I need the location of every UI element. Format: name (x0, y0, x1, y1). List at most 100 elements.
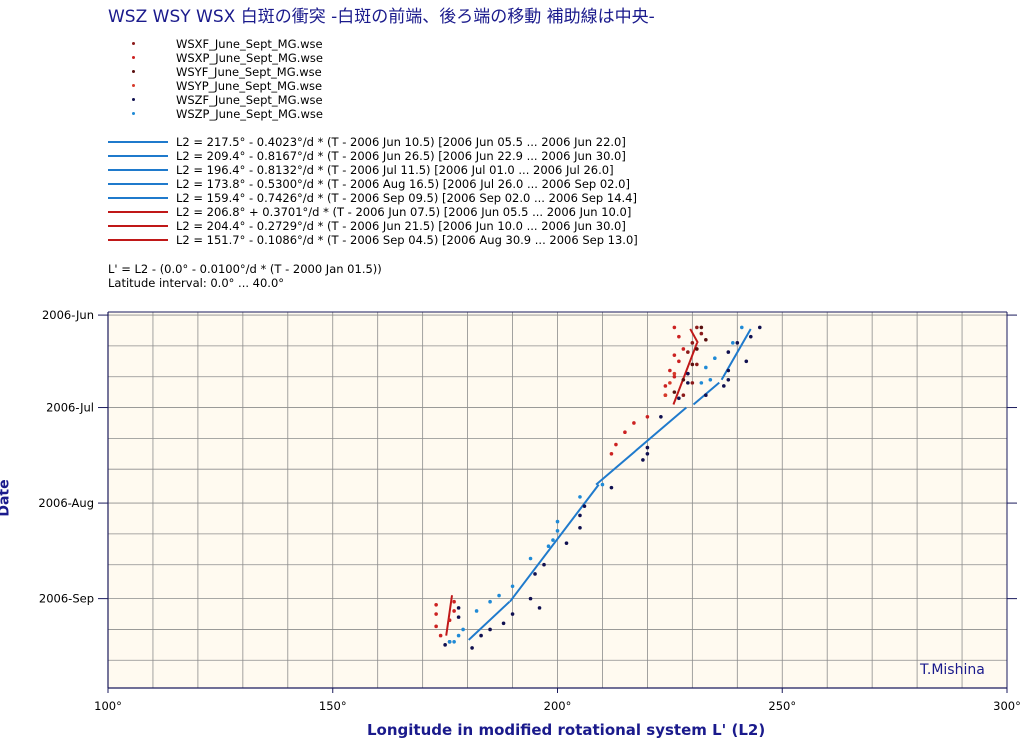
data-point (447, 618, 452, 622)
data-point (690, 362, 695, 367)
author-credit: T.Mishina (920, 662, 985, 678)
data-point (672, 374, 677, 379)
data-point (434, 612, 438, 616)
data-point (645, 445, 650, 450)
data-point (704, 393, 708, 398)
data-point (690, 381, 695, 385)
x-tick-label: 150° (319, 699, 347, 713)
data-point (555, 529, 560, 533)
x-tick-label: 200° (544, 699, 572, 713)
legend-line-swatch (108, 155, 168, 157)
fit-line (595, 406, 687, 486)
legend-line-swatch (108, 169, 168, 171)
legend-marker (132, 84, 135, 87)
data-point (452, 639, 456, 644)
data-point (739, 325, 744, 330)
legend-label: WSXF_June_Sept_MG.wse (176, 37, 323, 51)
legend-fit-label: L2 = 196.4° - 0.8132°/d * (T - 2006 Jul … (176, 163, 614, 177)
legend-marker (132, 56, 135, 59)
data-point (699, 325, 704, 330)
legend-line-swatch (108, 197, 168, 199)
data-point (699, 381, 704, 385)
data-point (542, 562, 546, 567)
data-point (488, 627, 492, 632)
data-point (708, 378, 713, 382)
fit-line (467, 600, 511, 641)
legend-fit-label: L2 = 151.7° - 0.1086°/d * (T - 2006 Sep … (176, 233, 638, 247)
data-point (452, 599, 456, 604)
data-point (677, 396, 681, 401)
legend-fit-label: L2 = 209.4° - 0.8167°/d * (T - 2006 Jun … (176, 149, 626, 163)
data-point (438, 633, 443, 638)
data-point (686, 371, 690, 376)
data-point (609, 485, 614, 490)
data-point (564, 541, 569, 545)
data-point (731, 341, 735, 345)
data-point (533, 572, 537, 576)
fit-line (689, 328, 699, 344)
data-point (690, 341, 695, 345)
data-point (663, 384, 668, 388)
data-point (546, 544, 551, 549)
data-point (510, 612, 515, 616)
data-point (470, 646, 474, 650)
data-point (578, 525, 582, 530)
fit-line (720, 328, 752, 381)
data-point (713, 356, 717, 361)
legend-line-swatch (108, 225, 168, 227)
legend-label: WSYP_June_Sept_MG.wse (176, 79, 323, 93)
data-point (704, 365, 708, 370)
latitude-interval: Latitude interval: 0.0° ... 40.0° (108, 276, 285, 290)
data-point (578, 495, 582, 499)
legend-label: WSYF_June_Sept_MG.wse (176, 65, 322, 79)
data-point (663, 393, 668, 398)
data-point (528, 596, 533, 601)
data-point (479, 633, 483, 638)
data-point (623, 430, 627, 434)
y-tick-label: 2006-Jun (42, 308, 94, 322)
data-point (474, 609, 479, 613)
data-point (686, 350, 690, 354)
data-point (659, 414, 663, 419)
legend-fit-label: L2 = 173.8° - 0.5300°/d * (T - 2006 Aug … (176, 177, 630, 191)
data-point (632, 421, 636, 425)
x-axis-label: Longitude in modified rotational system … (367, 721, 766, 739)
data-point (677, 334, 681, 339)
data-point (672, 325, 677, 330)
data-point (452, 609, 456, 613)
fit-line (509, 483, 600, 603)
legend-line-swatch (108, 211, 168, 213)
legend-marker (132, 98, 135, 101)
fit-line (445, 595, 454, 636)
data-point (456, 633, 461, 638)
data-point (672, 353, 677, 357)
x-tick-label: 300° (993, 699, 1021, 713)
data-point (672, 371, 677, 376)
data-point (488, 599, 492, 604)
data-point (726, 368, 731, 373)
data-point (686, 381, 690, 385)
data-point (501, 621, 506, 626)
x-tick-label: 250° (768, 699, 796, 713)
data-point (537, 606, 542, 610)
data-point (722, 384, 726, 388)
data-point (695, 347, 699, 351)
data-point (447, 639, 452, 644)
legend-label: WSXP_June_Sept_MG.wse (176, 51, 323, 65)
y-axis-label: Date (0, 479, 13, 517)
data-point (699, 331, 704, 336)
data-point (695, 325, 699, 330)
data-point (677, 359, 681, 364)
data-point (695, 362, 699, 367)
data-point (744, 359, 749, 364)
data-point (434, 624, 438, 629)
data-point (757, 325, 762, 330)
legend-fit-label: L2 = 204.4° - 0.2729°/d * (T - 2006 Jun … (176, 219, 626, 233)
y-tick-label: 2006-Jul (46, 401, 94, 415)
l-prime-formula: L' = L2 - (0.0° - 0.0100°/d * (T - 2000 … (108, 262, 382, 276)
data-point (681, 347, 686, 351)
chart-title: WSZ WSY WSX 白斑の衝突 -白斑の前端、後ろ端の移動 補助線は中央- (108, 7, 655, 27)
data-point (456, 606, 461, 610)
y-tick-label: 2006-Aug (38, 496, 94, 510)
data-point (443, 643, 447, 647)
